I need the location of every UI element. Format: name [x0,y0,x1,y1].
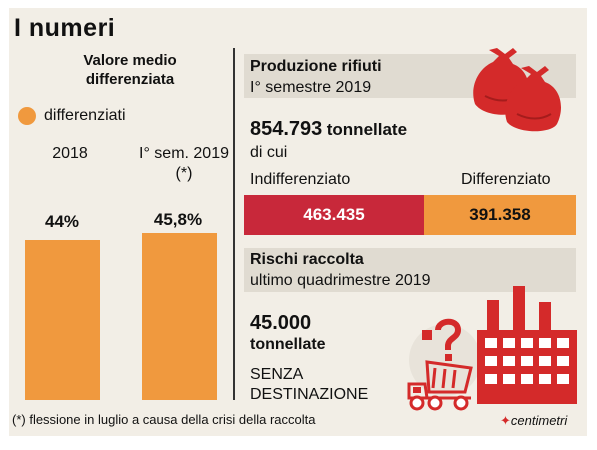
legend-swatch [18,107,36,125]
production-title: Produzione rifiuti [250,58,382,75]
value-label-2018: 44% [44,212,80,231]
dump-truck-icon [407,360,473,411]
risks-subtitle: ultimo quadrimestre 2019 [250,272,431,289]
risks-header-box [244,248,576,292]
category-label-2019: I° sem. 2019 (*) [139,145,229,182]
production-total-unit: tonnellate [326,120,408,139]
legend-label: differenziati [44,107,126,124]
diff-label: Differenziato [461,171,551,188]
production-total: 854.793 tonnellate [250,118,407,141]
category-label-2018: 2018 [52,145,88,162]
chart-title: Valore medio differenziata [83,52,177,88]
section-divider [233,48,235,400]
production-total-value: 854.793 [250,118,323,140]
trash-bags-icon [473,48,561,132]
indiff-segment: 463.435 [244,195,424,235]
production-subtitle: I° semestre 2019 [250,79,372,96]
diff-segment: 391.358 [424,195,576,235]
risks-unit: tonnellate [250,336,326,353]
bar-2019 [142,233,217,400]
risks-line1: SENZA [250,366,304,383]
question-mark-icon [422,318,462,361]
value-label-2019: 45,8% [153,210,203,229]
indiff-value: 463.435 [303,205,365,224]
risks-value: 45.000 [250,312,312,334]
indiff-label: Indifferenziato [250,171,351,188]
risks-title: Rischi raccolta [250,251,364,268]
bar-2018 [25,240,100,400]
production-of-which: di cui [250,144,288,161]
brand-name: centimetri [510,413,568,428]
risks-line2: DESTINAZIONE [250,386,369,403]
brand-mark-icon: ✦ [500,413,511,428]
brand-logo: ✦centimetri [500,413,567,429]
footnote: (*) flessione in luglio a causa della cr… [12,412,316,427]
diff-value: 391.358 [469,205,531,224]
page-title: I numeri [14,14,116,42]
